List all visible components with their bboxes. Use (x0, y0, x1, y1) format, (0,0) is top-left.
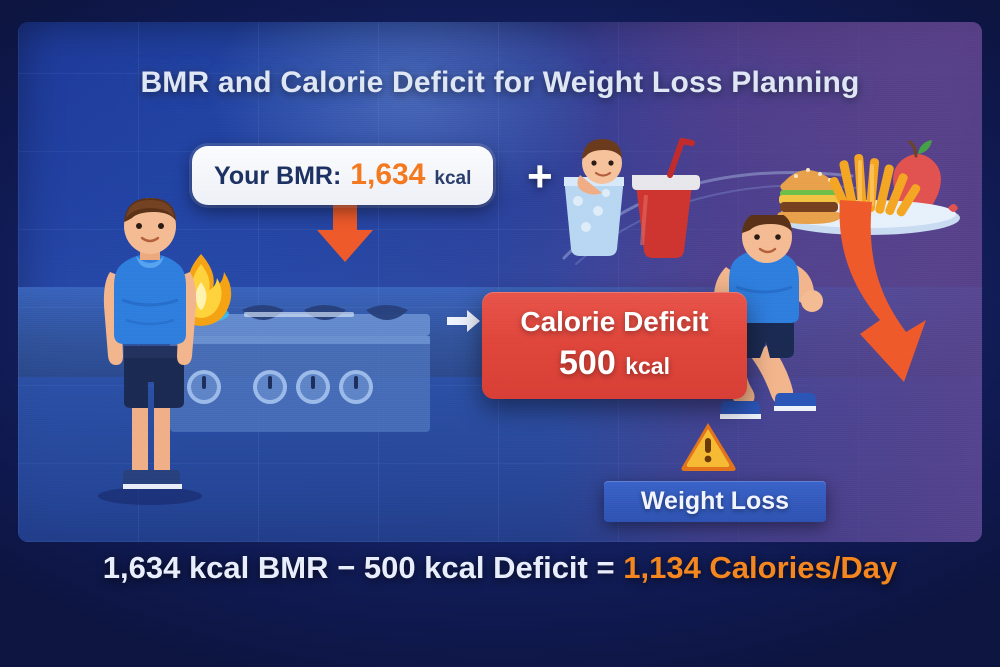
page-title: BMR and Calorie Deficit for Weight Loss … (140, 66, 860, 99)
bmr-badge[interactable]: Your BMR: 1,634 kcal (192, 146, 494, 205)
bmr-unit: kcal (434, 168, 472, 189)
bmr-value: 1,634 (350, 158, 426, 191)
calorie-deficit-unit: kcal (625, 353, 670, 379)
running-man-illustration (714, 215, 823, 419)
warning-triangle-icon (681, 423, 736, 471)
bmr-label: Your BMR: (214, 162, 342, 190)
weight-loss-label: Weight Loss (640, 487, 790, 515)
formula-minus: − (337, 550, 356, 585)
weight-loss-banner[interactable]: Weight Loss (604, 481, 826, 522)
plus-icon: + (527, 152, 553, 201)
calorie-deficit-amount: 500 kcal (492, 344, 737, 383)
arrow-down-icon (317, 196, 373, 262)
arrow-right-icon (447, 310, 480, 332)
standing-man-illustration (98, 198, 202, 505)
formula-result: 1,134 Calories/Day (623, 550, 898, 585)
soda-cup-yogurt-illustration (564, 138, 700, 258)
calorie-deficit-card[interactable]: Calorie Deficit 500 kcal (482, 292, 747, 399)
calorie-deficit-title: Calorie Deficit (520, 306, 709, 337)
formula-deficit-part: 500 kcal Deficit (363, 550, 588, 585)
curved-arrow-down-icon (839, 200, 926, 382)
formula-equals: = (596, 550, 615, 585)
calorie-deficit-value: 500 (559, 344, 616, 382)
formula-bmr-part: 1,634 kcal BMR (102, 550, 329, 585)
formula-line: 1,634 kcal BMR − 500 kcal Deficit = 1,13… (0, 550, 1000, 586)
